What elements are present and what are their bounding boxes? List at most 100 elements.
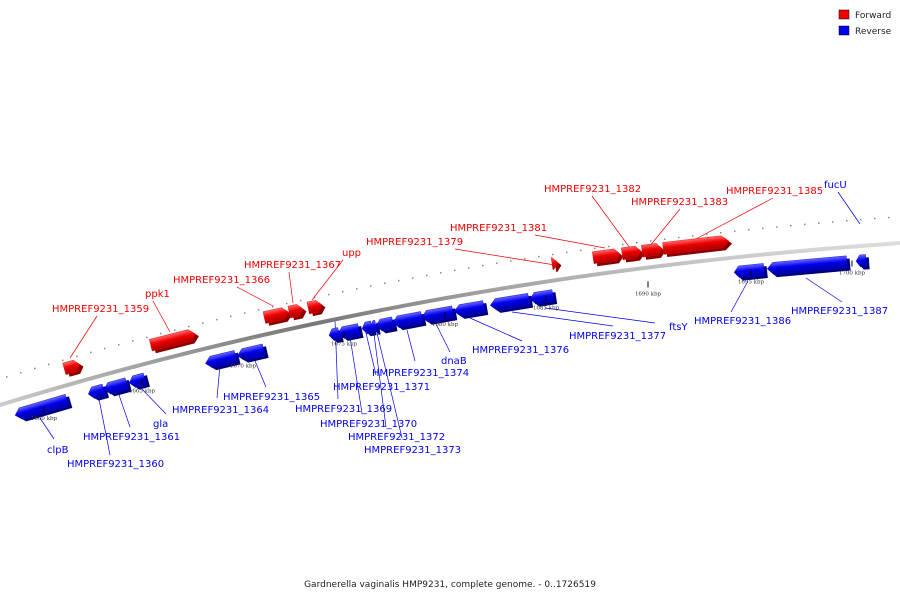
gene-label: HMPREF9231_1364 [172, 405, 269, 416]
legend-forward-swatch [838, 9, 850, 20]
guide-dot [538, 255, 540, 258]
gene-arrow-22 [392, 311, 427, 331]
gene-leader-line [730, 280, 749, 313]
gene-arrow-12 [88, 383, 110, 401]
gene-arrow-25 [489, 293, 534, 313]
guide-dot [6, 376, 8, 378]
gene-leader-line [69, 315, 98, 359]
guide-dot [524, 258, 526, 260]
guide-dot [664, 238, 666, 240]
gene-arrow-body [621, 245, 642, 260]
guide-dot [426, 274, 428, 277]
gene-arrow-body [766, 255, 848, 275]
guide-dot [412, 277, 414, 279]
guide-dot [818, 222, 820, 224]
gene-arrow-body [550, 257, 559, 270]
gene-arrow-26 [529, 289, 558, 307]
guide-dot [202, 322, 204, 324]
gene-leader-line [152, 300, 171, 333]
gene-label: HMPREF9231_1366 [173, 275, 270, 286]
scale-tick-label: 1675 kbp [331, 341, 358, 347]
guide-dot [678, 236, 680, 239]
scale-tick-label: 1680 kbp [432, 322, 459, 328]
guide-dot [622, 243, 624, 246]
gene-label: HMPREF9231_1369 [295, 404, 392, 415]
guide-dot [510, 260, 512, 262]
guide-dot [790, 224, 792, 227]
gene-label: HMPREF9231_1360 [67, 459, 164, 470]
guide-dot [286, 302, 288, 305]
gene-label: HMPREF9231_1379 [366, 237, 463, 248]
guide-dot [720, 231, 722, 234]
gene-label: HMPREF9231_1371 [333, 382, 430, 393]
guide-dot [356, 288, 358, 290]
guide-dot [776, 226, 778, 228]
gene-leader-line [97, 393, 111, 456]
gene-arrow-21 [375, 316, 398, 334]
guide-dot [468, 267, 470, 269]
gene-leader-line [534, 234, 606, 249]
gene-arrow-body [88, 383, 106, 399]
gene-arrow-body [328, 327, 341, 341]
guide-dot [384, 282, 386, 285]
guide-dot [762, 227, 764, 230]
guide-dot [594, 247, 596, 250]
gene-leader-line [837, 191, 861, 225]
gene-arrow-body [287, 304, 304, 319]
scale-tick-label: 1685 kbp [533, 306, 560, 312]
guide-dot [692, 235, 694, 237]
scale-tick-label: 1695 kbp [738, 280, 765, 286]
guide-dot [272, 305, 274, 308]
guide-dot [734, 230, 736, 232]
gene-arrows [14, 235, 870, 422]
guide-dot [804, 223, 806, 226]
gene-leader-line [139, 386, 167, 415]
legend-reverse-swatch [838, 25, 850, 36]
guide-dot [832, 221, 834, 223]
gene-arrow-9 [662, 235, 733, 258]
gene-arrow-body [148, 329, 196, 352]
gene-label: HMPREF9231_1382 [544, 184, 641, 195]
gene-leader-line [254, 360, 267, 388]
gene-leader-line [311, 259, 344, 301]
gene-arrow-body [592, 248, 621, 264]
scale-tick-label: 1690 kbp [635, 291, 662, 297]
gene-arrow-24 [453, 300, 489, 319]
guide-dot [398, 279, 400, 282]
gene-label: HMPREF9231_1381 [450, 223, 547, 234]
guide-dot [20, 371, 22, 374]
gene-label: upp [342, 248, 361, 259]
gene-arrow-20 [370, 319, 381, 335]
guide-dot [62, 359, 64, 362]
guide-dot [76, 355, 78, 358]
guide-dot [146, 336, 148, 339]
gene-arrow-body [855, 254, 867, 268]
gene-arrow-0 [62, 359, 84, 377]
gene-arrow-27 [733, 263, 768, 281]
gene-arrow-body [262, 307, 289, 324]
gene-leader-line [39, 417, 55, 440]
gene-arrow-15 [205, 350, 241, 371]
scale-ticks: 1660 kbp 1665 kbp 1670 kbp 1675 kbp 1680 kbp… [31, 260, 866, 422]
genome-backbone [0, 241, 900, 407]
gene-arrow-7 [621, 245, 645, 263]
guide-dot [370, 285, 372, 287]
guide-dot [118, 343, 120, 346]
gene-arrow-8 [641, 243, 666, 260]
gene-label: HMPREF9231_1387 [791, 306, 888, 317]
guide-dot [216, 318, 218, 321]
guide-dot [230, 315, 232, 318]
gene-leader-line [288, 271, 294, 304]
gene-arrow-5 [550, 257, 562, 273]
guide-dot [342, 290, 344, 293]
gene-arrow-body [392, 311, 424, 328]
guide-dot [706, 233, 708, 236]
guide-dot [174, 329, 176, 331]
guide-dot [314, 296, 316, 299]
gene-label: ftsY [669, 322, 688, 333]
guide-dot [860, 218, 862, 221]
scale-tick-label: 1700 kbp [839, 271, 866, 277]
scale-tick-label: 1665 kbp [129, 389, 156, 395]
